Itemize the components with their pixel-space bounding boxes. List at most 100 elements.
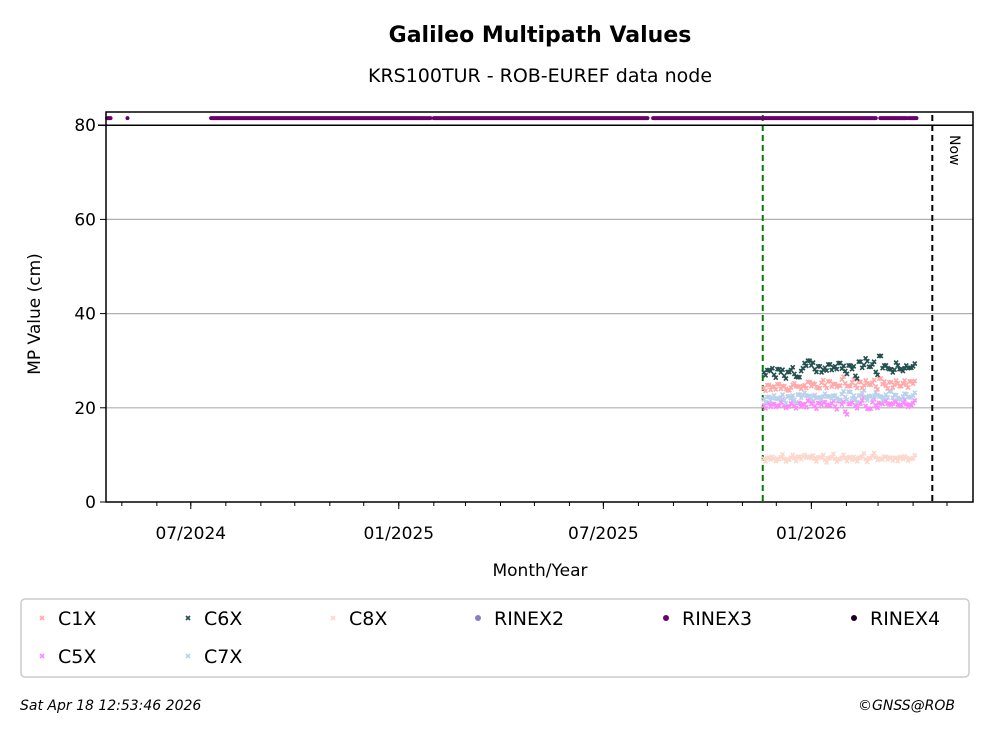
point-C6X (796, 374, 803, 380)
point-C7X (841, 388, 847, 394)
point-C7X (844, 397, 850, 403)
point-C5X (868, 406, 874, 412)
point-C8X (844, 458, 850, 464)
point-C6X (813, 369, 820, 375)
point-C7X (871, 393, 877, 399)
chart-subtitle: KRS100TUR - ROB-EUREF data node (368, 65, 712, 87)
series-C8X (761, 450, 918, 466)
y-tick-label: 20 (74, 399, 96, 419)
x-axis-label: Month/Year (492, 561, 587, 581)
point-C6X (769, 365, 775, 371)
point-C6X (810, 360, 816, 366)
point-C6X (874, 372, 881, 378)
point-C7X (766, 394, 772, 400)
point-C1X (851, 376, 857, 383)
timestamp: Sat Apr 18 12:53:46 2026 (20, 698, 201, 714)
point-C8X (820, 452, 826, 458)
point-C7X (847, 389, 853, 395)
point-C1X (803, 385, 809, 391)
point-C1X (874, 386, 881, 392)
point-C1X (773, 386, 779, 392)
legend-marker-C5X (39, 653, 45, 659)
legend-marker-C7X (185, 653, 191, 659)
point-C6X (790, 364, 796, 370)
credit: ©GNSS@ROB (858, 698, 955, 714)
point-C1X (817, 385, 823, 391)
point-C7X (763, 399, 769, 405)
point-C6X (803, 363, 809, 369)
point-C8X (912, 452, 918, 458)
point-C6X (851, 363, 857, 369)
legend-marker-RINEX4 (851, 615, 857, 621)
point-C5X (813, 406, 820, 412)
point-C8X (790, 452, 796, 458)
point-C5X (857, 400, 864, 407)
point-C8X (813, 458, 820, 465)
point-C1X (871, 377, 877, 383)
point-C7X (912, 390, 918, 396)
point-C6X (824, 368, 830, 374)
point-C7X (837, 397, 843, 403)
point-C1X (861, 382, 867, 388)
plot-frame (105, 111, 974, 503)
legend-marker-C8X (330, 615, 336, 621)
point-C8X (864, 459, 870, 465)
series-C1X (761, 374, 918, 394)
point-C7X (783, 400, 789, 406)
point-C5X (793, 405, 799, 411)
point-C8X (830, 451, 836, 457)
now-label: Now (946, 135, 962, 166)
point-C1X (763, 388, 769, 394)
point-C7X (885, 394, 891, 401)
legend-marker-C1X (39, 615, 45, 621)
point-C5X (763, 405, 769, 411)
point-C7X (878, 393, 884, 400)
point-C6X (841, 363, 847, 369)
point-C1X (824, 385, 830, 391)
point-C6X (817, 363, 823, 369)
point-C6X (864, 358, 870, 364)
point-C6X (895, 362, 901, 368)
y-tick-label: 60 (74, 210, 96, 230)
point-C1X (891, 382, 898, 388)
point-C5X (834, 406, 840, 412)
point-C5X (844, 411, 850, 417)
point-C1X (820, 377, 826, 383)
x-tick-label: 07/2025 (568, 524, 639, 544)
point-C8X (854, 458, 860, 465)
point-C6X (847, 362, 853, 368)
point-C5X (854, 405, 860, 411)
point-C8X (895, 458, 901, 464)
point-C8X (763, 458, 769, 465)
point-C1X (807, 379, 813, 385)
x-tick-label: 01/2026 (776, 524, 847, 544)
y-tick-label: 80 (74, 116, 96, 136)
point-C1X (902, 377, 908, 384)
point-C5X (874, 405, 881, 411)
point-C6X (861, 362, 867, 368)
legend-label-RINEX3: RINEX3 (682, 608, 752, 630)
legend-marker-RINEX2 (475, 615, 481, 621)
legend-label-C5X: C5X (58, 646, 96, 668)
x-tick-label: 01/2025 (363, 524, 434, 544)
y-axis-label: MP Value (cm) (25, 253, 45, 375)
point-C8X (841, 452, 847, 458)
point-C8X (871, 450, 877, 456)
x-tick-label: 07/2024 (155, 524, 226, 544)
point-C1X (776, 381, 782, 387)
legend-label-RINEX4: RINEX4 (870, 608, 940, 630)
point-C6X (891, 367, 898, 373)
point-C8X (824, 459, 830, 466)
legend-label-C6X: C6X (204, 608, 242, 630)
point-C5X (803, 404, 809, 410)
legend-label-C7X: C7X (204, 646, 242, 668)
point-C7X (864, 397, 870, 403)
legend-marker-C6X (185, 615, 191, 621)
point-C6X (807, 358, 813, 364)
point-C1X (798, 386, 804, 392)
point-C6X (854, 376, 860, 382)
point-C5X (776, 403, 782, 409)
point-C8X (810, 452, 816, 458)
